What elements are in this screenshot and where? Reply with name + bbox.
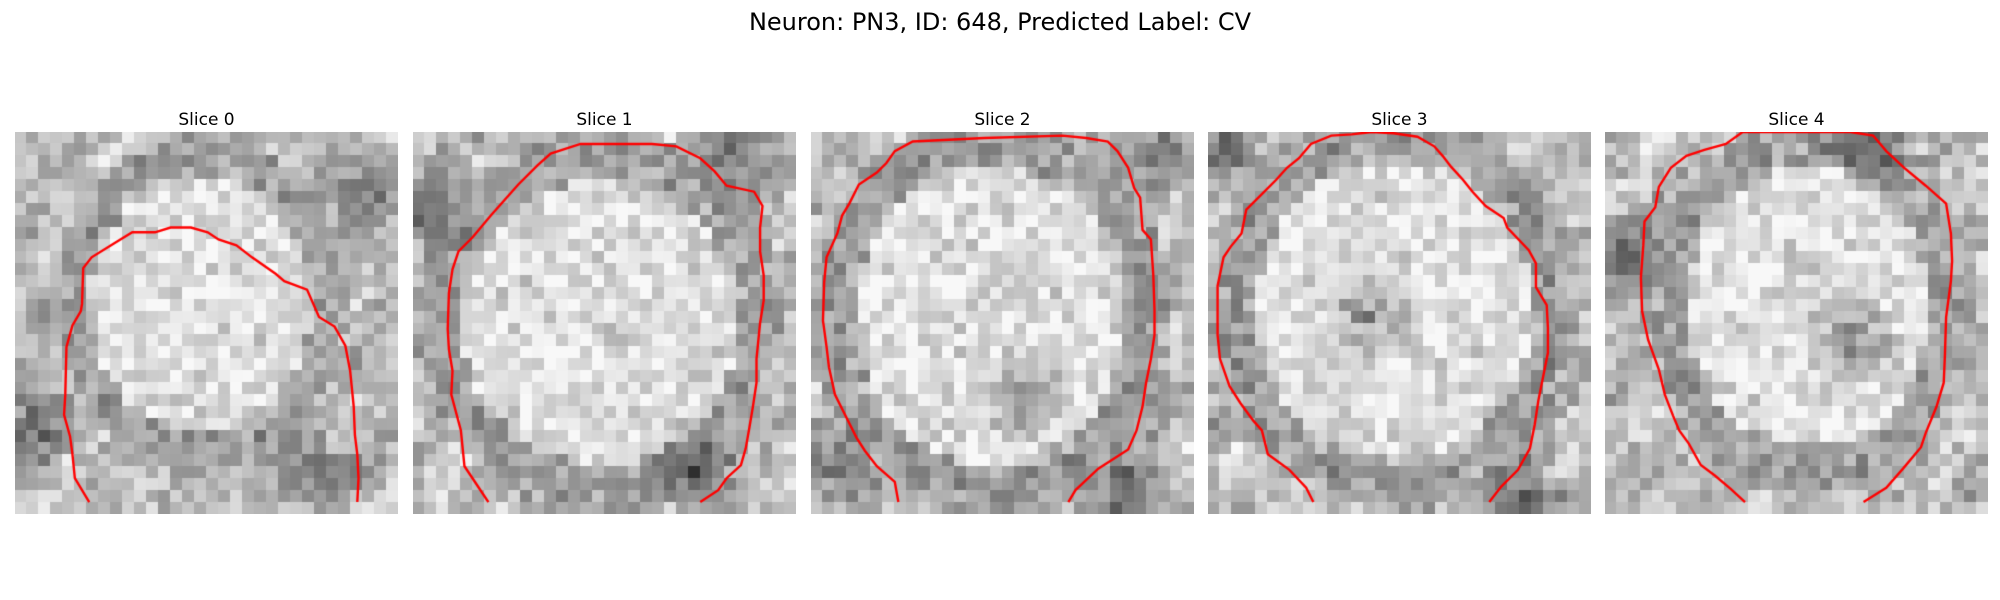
slice-canvas-4	[1605, 132, 1988, 514]
figure-title: Neuron: PN3, ID: 648, Predicted Label: C…	[748, 8, 1252, 36]
slice-canvas-3	[1208, 132, 1591, 514]
slice-image-3	[1208, 132, 1591, 514]
slice-image-1	[413, 132, 796, 514]
slice-title-3: Slice 3	[1371, 110, 1428, 130]
slice-title-0: Slice 0	[178, 110, 235, 130]
slice-panel-3: Slice 3	[1208, 108, 1591, 514]
slice-canvas-1	[413, 132, 796, 514]
slice-panel-0: Slice 0	[15, 108, 398, 514]
slice-canvas-2	[811, 132, 1194, 514]
slice-canvas-0	[15, 132, 398, 514]
slice-title-1: Slice 1	[576, 110, 633, 130]
slice-image-2	[811, 132, 1194, 514]
slice-panel-2: Slice 2	[811, 108, 1194, 514]
slice-title-2: Slice 2	[974, 110, 1031, 130]
slice-panel-4: Slice 4	[1605, 108, 1988, 514]
slice-image-0	[15, 132, 398, 514]
slice-panel-1: Slice 1	[413, 108, 796, 514]
slice-title-4: Slice 4	[1768, 110, 1825, 130]
slice-image-4	[1605, 132, 1988, 514]
